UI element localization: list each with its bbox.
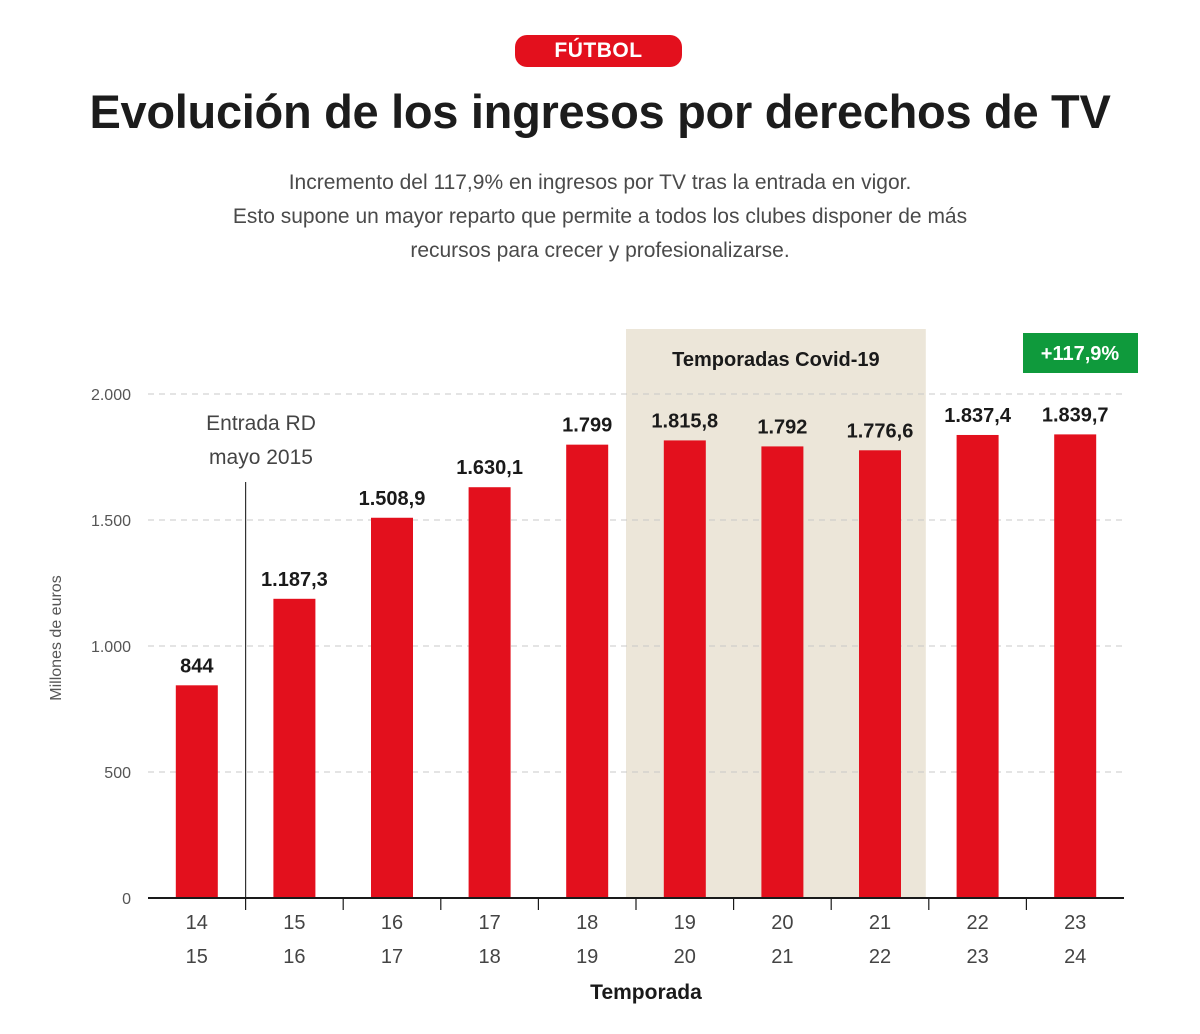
bar-value-label: 1.508,9	[359, 488, 426, 510]
x-tick-label: 16	[283, 946, 305, 968]
growth-badge	[1023, 333, 1138, 373]
x-tick-label: 21	[771, 946, 793, 968]
bar	[371, 517, 413, 898]
x-tick-label: 18	[576, 912, 598, 934]
x-tick-label: 17	[381, 946, 403, 968]
y-tick-label: 0	[122, 891, 131, 908]
x-tick-label: 24	[1064, 946, 1086, 968]
bar-value-label: 1.187,3	[261, 569, 328, 591]
bar-value-label: 1.839,7	[1042, 404, 1109, 426]
y-tick-label: 2.000	[91, 387, 131, 404]
y-axis-label: Millones de euros	[48, 575, 65, 700]
bar-value-label: 1.776,6	[847, 420, 914, 442]
bar	[761, 446, 804, 898]
bar	[566, 444, 609, 898]
x-tick-label: 20	[771, 912, 793, 934]
x-tick-label: 17	[478, 912, 500, 934]
x-tick-label: 23	[966, 946, 988, 968]
bar-value-label: 1.792	[757, 416, 807, 438]
bar	[956, 434, 999, 898]
x-tick-label: 18	[478, 946, 500, 968]
x-tick-label: 20	[674, 946, 696, 968]
x-tick-label: 15	[186, 946, 208, 968]
subtitle: Incremento del 117,9% en ingresos por TV…	[150, 166, 1050, 268]
covid-band-label: Temporadas Covid-19	[672, 349, 879, 371]
y-tick-label: 1.500	[91, 513, 131, 530]
bar	[273, 598, 316, 898]
subtitle-line-2: Esto supone un mayor reparto que permite…	[232, 205, 968, 228]
x-tick-label: 21	[869, 912, 891, 934]
page-title: Evolución de los ingresos por derechos d…	[89, 85, 1111, 138]
bar	[468, 487, 511, 898]
x-tick-label: 15	[283, 912, 305, 934]
growth-badge-label: +117,9%	[1041, 343, 1120, 365]
x-tick-label: 14	[186, 912, 208, 934]
bar-value-label: 1.837,4	[944, 405, 1012, 427]
subtitle-line-1: Incremento del 117,9% en ingresos por TV…	[288, 171, 912, 194]
x-tick-label: 22	[966, 912, 988, 934]
bar	[663, 440, 706, 898]
x-tick-label: 16	[381, 912, 403, 934]
category-badge: FÚTBOL	[515, 35, 682, 67]
bar	[175, 685, 218, 898]
x-tick-label: 22	[869, 946, 891, 968]
bar	[1054, 434, 1097, 898]
bar-value-label: 844	[180, 655, 214, 677]
bar-value-label: 1.815,8	[651, 410, 718, 432]
bar	[859, 450, 901, 898]
bar-value-label: 1.799	[562, 415, 612, 437]
subtitle-line-3: recursos para crecer y profesionalizarse…	[410, 239, 790, 262]
x-tick-label: 19	[674, 912, 696, 934]
rd-entry-label: mayo 2015	[209, 446, 313, 469]
rd-entry-label: Entrada RD	[206, 412, 316, 435]
x-tick-label: 23	[1064, 912, 1086, 934]
y-tick-label: 500	[104, 765, 131, 782]
y-tick-label: 1.000	[91, 639, 131, 656]
x-axis-label: Temporada	[590, 981, 702, 1004]
bar-value-label: 1.630,1	[456, 457, 523, 479]
x-tick-label: 19	[576, 946, 598, 968]
